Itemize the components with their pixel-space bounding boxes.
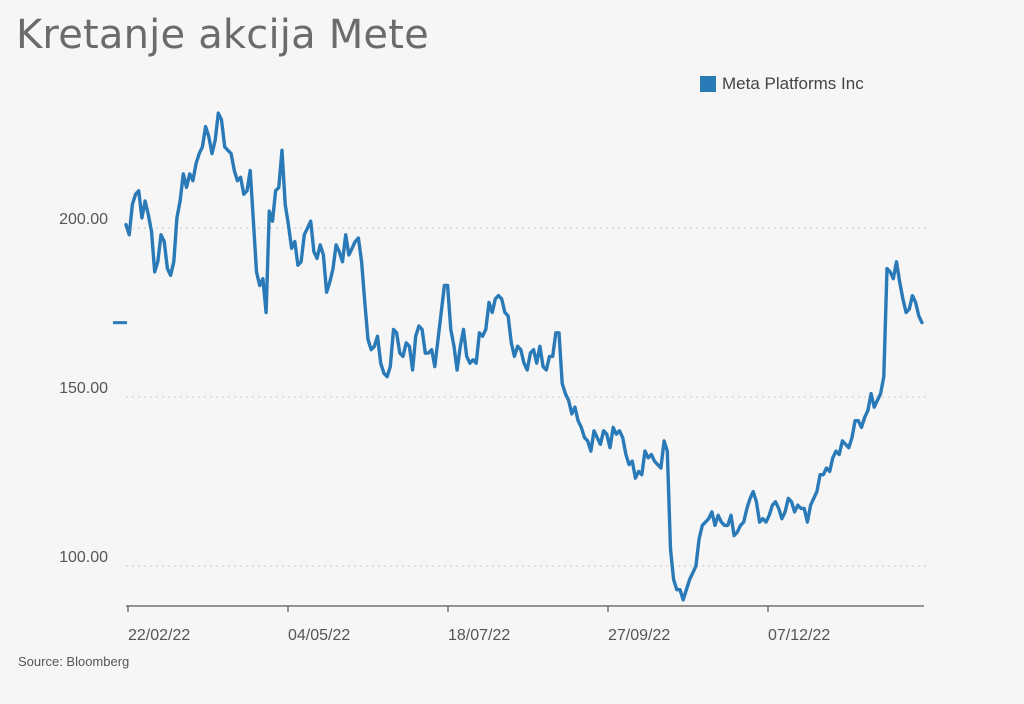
source-note: Source: Bloomberg [18, 654, 130, 669]
x-tick-label: 18/07/22 [448, 627, 510, 644]
legend: Meta Platforms Inc [700, 74, 864, 94]
chart-title: Kretanje akcija Mete [16, 12, 429, 58]
y-tick-label: 100.00 [59, 549, 108, 566]
y-tick-label: 200.00 [59, 211, 108, 228]
series-line [124, 111, 924, 602]
legend-label: Meta Platforms Inc [722, 74, 864, 93]
legend-swatch [700, 76, 716, 92]
x-tick-label: 07/12/22 [768, 627, 830, 644]
x-tick-label: 04/05/22 [288, 627, 350, 644]
y-tick-label: 150.00 [59, 380, 108, 397]
x-tick-label: 27/09/22 [608, 627, 670, 644]
x-tick-label: 22/02/22 [128, 627, 190, 644]
